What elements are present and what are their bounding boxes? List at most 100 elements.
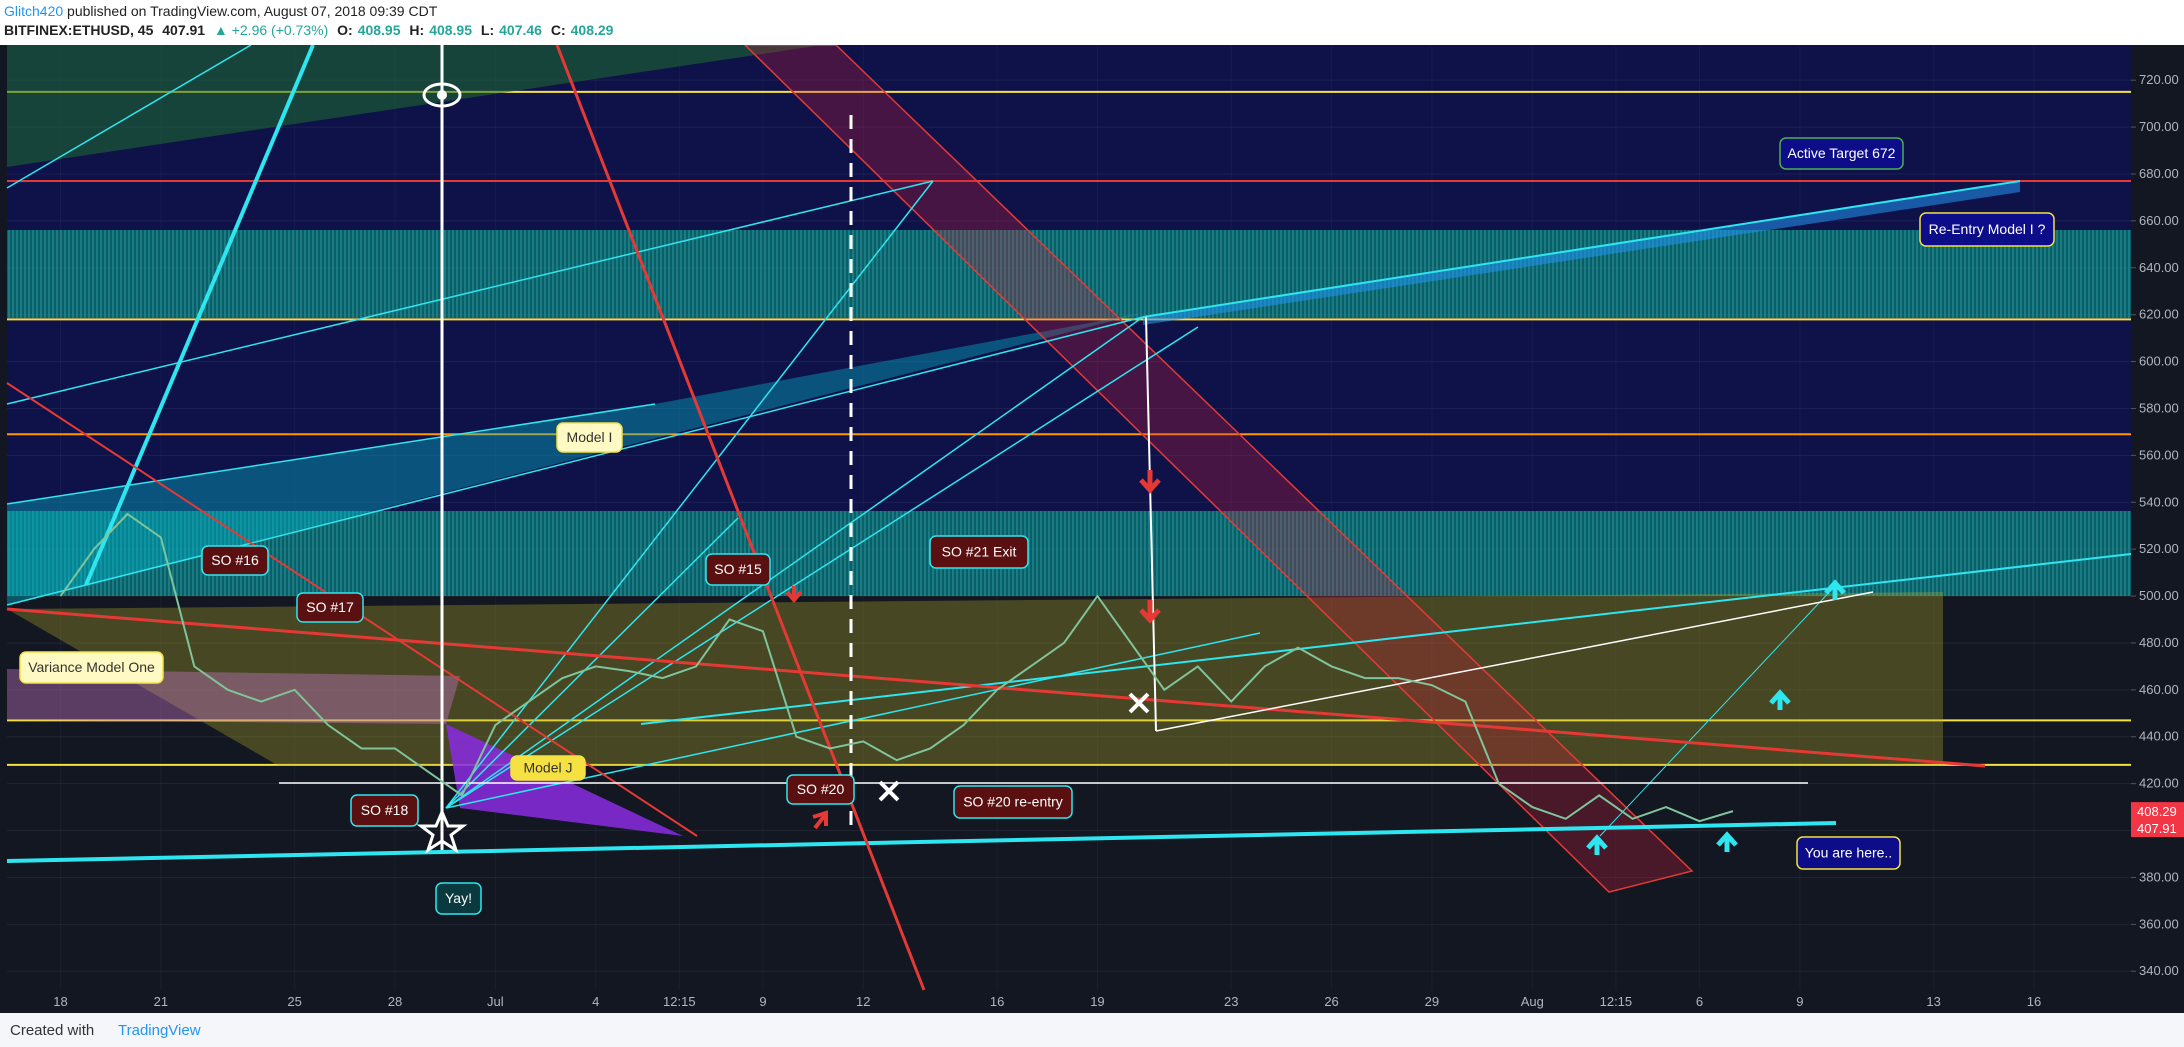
annotation-label: Variance Model One: [28, 659, 155, 675]
open: 408.95: [357, 22, 401, 38]
close-label: C:: [550, 22, 566, 38]
star-icon: [416, 808, 468, 854]
annotation-label: Active Target 672: [1788, 145, 1896, 161]
x-tick-label: 6: [1696, 994, 1703, 1009]
price-label-box: [2131, 802, 2184, 821]
green-fan: [7, 45, 822, 167]
annotation-label: SO #20: [797, 781, 845, 797]
author[interactable]: Glitch420: [4, 3, 64, 19]
low: 407.46: [499, 22, 542, 38]
x-tick-label: 16: [2027, 994, 2041, 1009]
annotation-box: [19, 651, 164, 684]
arrow-down: [785, 586, 803, 604]
annotation-box: [953, 785, 1073, 819]
y-tick-label: 380.00: [2139, 869, 2179, 884]
annotation-label: SO #21 Exit: [942, 544, 1017, 560]
y-tick-label: 540.00: [2139, 494, 2179, 509]
y-tick-label: 480.00: [2139, 635, 2179, 650]
x-tick-label: 12:15: [663, 994, 696, 1009]
footer: Created with TradingView: [0, 1013, 2184, 1047]
trend-line: [1142, 180, 2021, 318]
trend-line: [84, 45, 315, 586]
variance-zone: [7, 592, 1943, 766]
axes: 340.00360.00380.00400.00420.00440.00460.…: [53, 72, 2184, 1009]
y-tick-label: 700.00: [2139, 119, 2179, 134]
x-tick-label: 16: [990, 994, 1004, 1009]
model-i-zone: [7, 313, 1143, 605]
annotation-label: SO #20 re-entry: [963, 794, 1063, 810]
x-tick-label: 19: [1090, 994, 1104, 1009]
y-tick-label: 560.00: [2139, 447, 2179, 462]
high-label: H:: [409, 22, 425, 38]
publish-line: Glitch420 published on TradingView.com, …: [4, 3, 437, 19]
annotation-box: [556, 422, 623, 453]
x-tick-label: 12:15: [1600, 994, 1633, 1009]
published: published on TradingView.com, August 07,…: [67, 3, 438, 19]
plot: [59, 512, 1734, 823]
annotation-label: Re-Entry Model I ?: [1929, 221, 2046, 237]
annotation-box: [786, 774, 855, 805]
price-axis: [2131, 45, 2184, 990]
fan-line: [1599, 584, 1837, 837]
high: 408.95: [429, 22, 473, 38]
x-tick-label: 4: [592, 994, 599, 1009]
arrow-up: [1586, 834, 1608, 855]
trend-line: [6, 316, 1144, 606]
annotation-box: [435, 882, 482, 915]
annotation-label: Model J: [523, 760, 572, 776]
y-tick-label: 680.00: [2139, 166, 2179, 181]
y-tick-label: 420.00: [2139, 776, 2179, 791]
x-icon: [878, 780, 900, 802]
annotation-label: Yay!: [445, 890, 472, 906]
annotation-label: SO #16: [211, 552, 259, 568]
close: 408.29: [570, 22, 614, 38]
white-line: [1155, 591, 1874, 732]
low-label: L:: [480, 22, 495, 38]
red-line: [555, 45, 926, 991]
arrow-up: [812, 810, 828, 830]
x-tick-label: 29: [1425, 994, 1439, 1009]
change: ▲ +2.96 (+0.73%): [213, 22, 329, 38]
x-tick-label: 13: [1926, 994, 1940, 1009]
fan-line: [445, 326, 1199, 809]
x-tick-label: Aug: [1521, 994, 1544, 1009]
arrow-up: [1716, 831, 1738, 852]
annotation-box: [929, 535, 1029, 569]
annotation-box: [296, 592, 364, 623]
fan-line: [445, 316, 1144, 809]
annotation-box: [1796, 836, 1901, 870]
chart: Active Target 672 Re-Entry Model I ? Model…: [0, 45, 2184, 1013]
annotations: Active Target 672 Re-Entry Model I ? Model…: [19, 137, 2055, 915]
annotation-box: [1779, 137, 1904, 170]
brand-link[interactable]: TradingView: [118, 1022, 201, 1039]
last-price: 407.91: [162, 22, 206, 38]
re-entry-zone: [1143, 181, 2020, 325]
annotation-box: [705, 553, 771, 586]
hatched-zone: [7, 511, 2131, 596]
x-tick-label: 21: [154, 994, 168, 1009]
y-tick-label: 500.00: [2139, 588, 2179, 603]
y-tick-label: 340.00: [2139, 963, 2179, 978]
x-tick-label: 9: [1796, 994, 1803, 1009]
symbol: BITFINEX:ETHUSD, 45: [4, 22, 154, 38]
y-tick-label: 640.00: [2139, 260, 2179, 275]
annotation-label: Model I: [567, 429, 613, 445]
x-tick-label: 12: [856, 994, 870, 1009]
x-tick-label: 23: [1224, 994, 1238, 1009]
annotation-label: SO #18: [361, 802, 409, 818]
white-line: [1145, 316, 1157, 732]
arrow-down: [1139, 470, 1161, 494]
arrow-up: [1824, 579, 1846, 600]
x-tick-label: Jul: [487, 994, 504, 1009]
down-channel: [743, 45, 1694, 893]
eye-icon: [437, 90, 447, 100]
price-label-box: [2131, 818, 2184, 837]
annotation-label: SO #15: [714, 561, 762, 577]
x-tick-label: 28: [388, 994, 402, 1009]
annotation-box: [510, 755, 586, 781]
fan-line: [445, 517, 739, 809]
arrow-down: [1139, 600, 1161, 624]
price-label: 407.91: [2137, 821, 2177, 836]
arrow-up: [1769, 689, 1791, 710]
x-tick-label: 25: [287, 994, 301, 1009]
